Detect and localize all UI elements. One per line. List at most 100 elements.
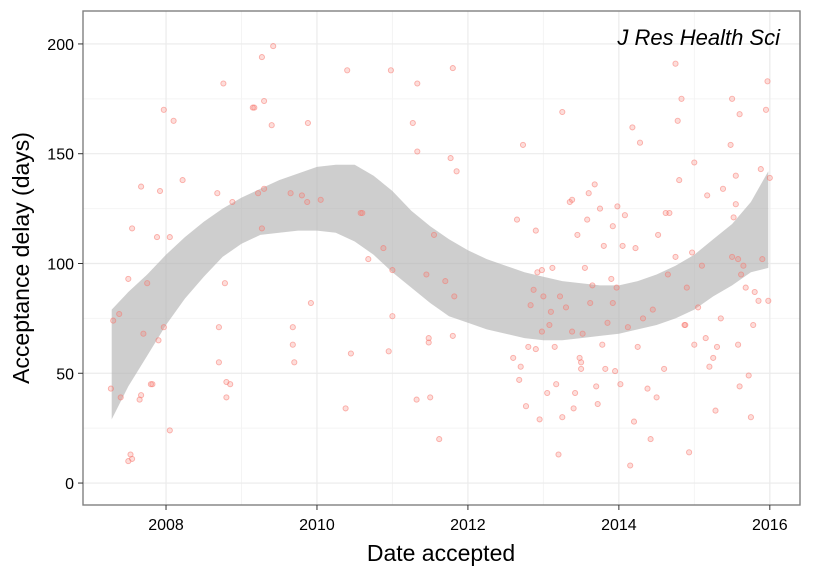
data-point: [619, 242, 626, 249]
x-tick-label: 2012: [450, 517, 486, 534]
data-point: [117, 394, 124, 401]
data-point: [156, 187, 164, 195]
data-point: [170, 117, 177, 124]
data-point: [632, 245, 639, 252]
data-point: [527, 302, 534, 309]
data-point: [735, 256, 742, 263]
data-point: [442, 278, 449, 285]
data-point: [712, 407, 719, 414]
x-axis-title: Date accepted: [367, 540, 515, 566]
data-point: [627, 462, 634, 469]
data-point: [672, 60, 679, 67]
data-point: [357, 209, 364, 217]
data-point: [268, 122, 275, 129]
data-point: [125, 275, 132, 282]
data-point: [600, 242, 607, 249]
data-point: [414, 148, 421, 155]
data-point: [516, 376, 523, 383]
data-point: [414, 80, 421, 87]
data-point: [649, 306, 656, 313]
data-point: [547, 308, 554, 315]
data-point: [617, 381, 624, 388]
data-point: [513, 216, 521, 223]
data-point: [409, 119, 416, 127]
data-point: [532, 346, 539, 353]
data-point: [556, 293, 564, 300]
data-point: [655, 231, 662, 238]
x-tick-label: 2016: [752, 517, 788, 534]
data-point: [304, 198, 311, 206]
data-point: [138, 183, 145, 190]
data-point: [525, 343, 532, 350]
data-point: [729, 253, 736, 260]
data-point: [765, 297, 772, 304]
data-point: [653, 394, 660, 401]
data-point: [129, 225, 136, 232]
y-tick-label: 150: [47, 147, 74, 164]
confidence-band: [111, 164, 769, 420]
data-point: [220, 80, 227, 87]
data-point: [766, 174, 773, 181]
data-point: [423, 271, 430, 278]
data-point: [342, 405, 349, 412]
data-point: [587, 299, 594, 307]
data-point: [578, 359, 585, 366]
data-point: [736, 383, 743, 390]
data-point: [544, 389, 551, 397]
data-point: [593, 383, 600, 390]
y-tick-label: 200: [47, 37, 74, 54]
data-point: [522, 403, 530, 410]
data-point: [110, 317, 117, 324]
data-point: [591, 181, 598, 188]
data-point: [138, 392, 145, 399]
data-point: [179, 177, 186, 184]
data-point: [270, 43, 277, 50]
y-axis-title: Acceptance delay (days): [8, 132, 34, 384]
data-point: [107, 385, 114, 392]
data-point: [144, 280, 151, 287]
data-point: [555, 451, 562, 458]
data-point: [742, 284, 749, 291]
data-point: [519, 141, 527, 148]
data-point: [750, 321, 757, 329]
journal-annotation: J Res Health Sci: [616, 25, 781, 50]
y-tick-label: 50: [56, 366, 74, 383]
y-axis-ticks: 0 50 100 150 200: [47, 37, 83, 493]
data-point: [569, 196, 576, 203]
data-point: [706, 363, 713, 370]
data-point: [732, 201, 739, 208]
data-point: [634, 343, 641, 350]
data-point: [449, 65, 456, 72]
data-point: [596, 205, 604, 212]
data-point: [287, 190, 294, 197]
data-point: [447, 155, 454, 162]
data-point: [674, 117, 681, 124]
data-point: [389, 313, 396, 320]
data-point: [155, 337, 162, 344]
data-point: [413, 396, 420, 403]
data-point: [160, 106, 167, 113]
data-points: [107, 43, 773, 469]
data-point: [621, 212, 628, 219]
data-point: [676, 177, 683, 184]
data-point: [704, 192, 711, 199]
data-point: [578, 365, 585, 372]
data-point: [602, 365, 609, 372]
data-point: [532, 227, 539, 234]
data-point: [347, 350, 354, 357]
data-point: [517, 363, 524, 370]
data-point: [149, 381, 156, 388]
data-point: [229, 198, 236, 206]
confidence-band-area: [111, 164, 769, 420]
data-point: [609, 223, 616, 230]
data-point: [764, 78, 771, 85]
data-point: [735, 341, 742, 348]
data-point: [344, 67, 351, 74]
data-point: [215, 359, 222, 366]
data-point: [430, 231, 438, 238]
data-point: [449, 332, 456, 339]
data-point: [624, 324, 631, 331]
data-point: [530, 286, 537, 293]
data-point: [702, 335, 709, 342]
